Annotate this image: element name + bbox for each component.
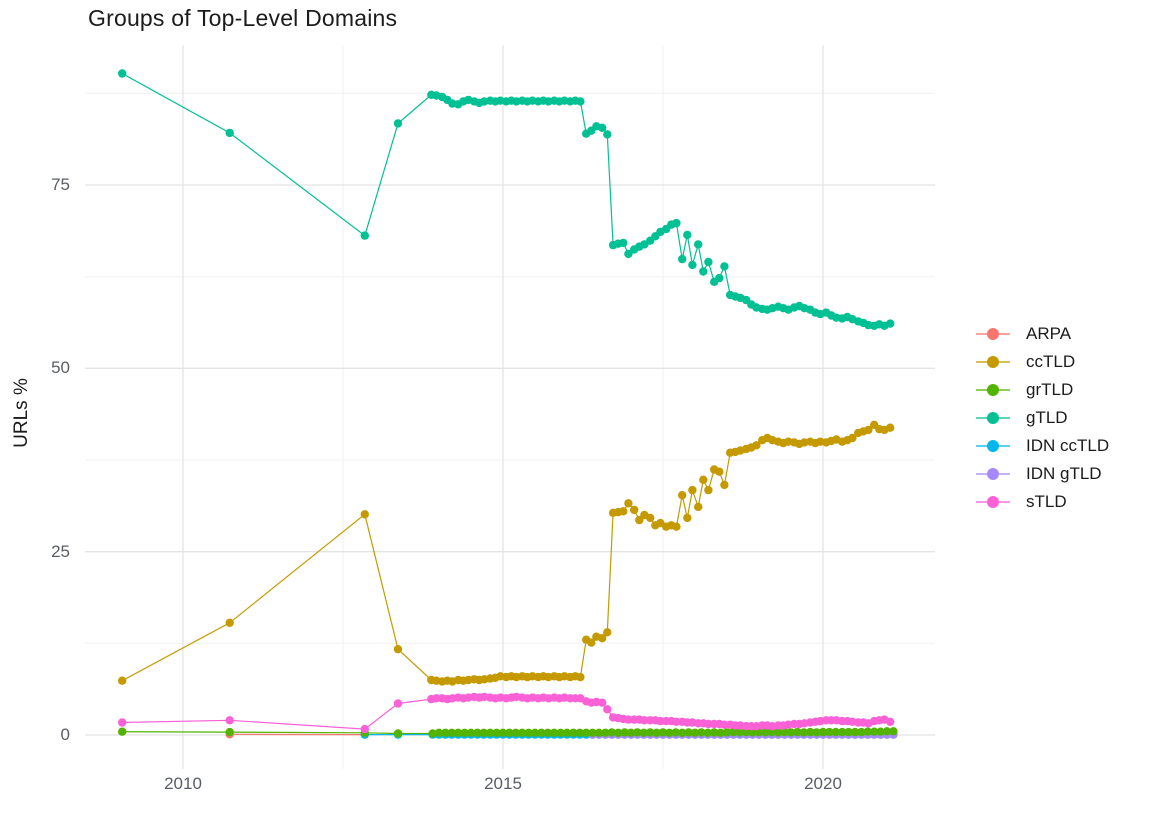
series-arpa — [225, 730, 369, 739]
legend-marker-icon — [976, 467, 1010, 481]
legend-item-arpa: ARPA — [976, 320, 1109, 348]
legend-item-stld: sTLD — [976, 488, 1109, 516]
legend-marker-icon — [976, 355, 1010, 369]
legend-marker-icon — [976, 383, 1010, 397]
series-cctld — [118, 420, 895, 686]
legend: ARPA ccTLD grTLD gTLD IDN ccTLD IDN gTLD sTLD — [976, 320, 1109, 516]
legend-marker-icon — [976, 495, 1010, 509]
y-tick-label: 50 — [51, 358, 70, 377]
legend-item-grtld: grTLD — [976, 376, 1109, 404]
series-stld — [118, 692, 895, 734]
legend-marker-icon — [976, 411, 1010, 425]
legend-label: ccTLD — [1026, 352, 1076, 371]
x-tick-label: 2010 — [164, 774, 202, 793]
legend-label: gTLD — [1026, 408, 1068, 427]
legend-item-idn-gtld: IDN gTLD — [976, 460, 1109, 488]
legend-label: sTLD — [1026, 492, 1067, 511]
y-tick-label: 75 — [51, 175, 70, 194]
legend-item-idn-cctld: IDN ccTLD — [976, 432, 1109, 460]
y-tick-label: 25 — [51, 542, 70, 561]
x-tick-label: 2020 — [804, 774, 842, 793]
legend-label: ARPA — [1026, 324, 1072, 343]
chart-title: Groups of Top-Level Domains — [88, 5, 398, 31]
x-tick-label: 2015 — [484, 774, 522, 793]
legend-marker-icon — [976, 327, 1010, 341]
legend-label: IDN gTLD — [1026, 464, 1102, 483]
legend-label: grTLD — [1026, 380, 1074, 399]
legend-item-cctld: ccTLD — [976, 348, 1109, 376]
series-gtld — [118, 69, 895, 330]
legend-label: IDN ccTLD — [1026, 436, 1110, 455]
legend-marker-icon — [976, 439, 1010, 453]
y-tick-label: 0 — [60, 725, 70, 744]
legend-item-gtld: gTLD — [976, 404, 1109, 432]
